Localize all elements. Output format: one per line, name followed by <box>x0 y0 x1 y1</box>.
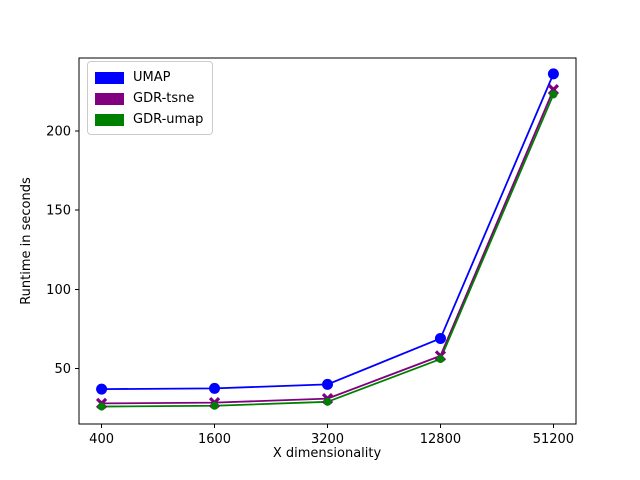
marker-circle-umap <box>96 383 108 395</box>
y-tick-label: 100 <box>46 283 71 298</box>
legend-swatch-gdr-tsne <box>95 92 124 105</box>
marker-circle-gdr-umap <box>323 397 332 406</box>
marker-circle-gdr-umap <box>97 402 106 411</box>
legend-label-umap: UMAP <box>133 70 171 85</box>
legend: UMAP GDR-tsne GDR-umap <box>87 61 213 135</box>
marker-circle-umap <box>322 378 333 390</box>
legend-item-gdr-umap: GDR-umap <box>95 109 204 130</box>
marker-circle-umap <box>209 382 221 394</box>
marker-circle-umap <box>547 68 559 80</box>
series-line-gdr-tsne <box>101 89 555 405</box>
y-axis-label: Runtime in seconds <box>19 177 34 305</box>
legend-label-gdr-tsne: GDR-tsne <box>133 91 195 106</box>
x-axis-label: X dimensionality <box>273 446 382 461</box>
marker-circle-gdr-umap <box>436 355 445 364</box>
x-tick-label: 12800 <box>420 432 461 447</box>
legend-label-gdr-umap: GDR-umap <box>133 112 204 127</box>
x-tick-label: 51200 <box>533 432 574 447</box>
x-tick-label: 3200 <box>311 432 344 447</box>
legend-swatch-gdr-umap <box>95 113 124 126</box>
legend-item-umap: UMAP <box>95 67 204 88</box>
x-tick-label: 1600 <box>198 432 231 447</box>
y-tick-label: 150 <box>46 204 71 219</box>
marker-circle-gdr-umap <box>549 90 558 99</box>
y-tick-label: 200 <box>46 124 71 139</box>
marker-circle-umap <box>434 332 446 344</box>
x-tick-label: 400 <box>89 432 114 447</box>
legend-swatch-umap <box>95 71 124 84</box>
legend-item-gdr-tsne: GDR-tsne <box>95 88 204 109</box>
y-tick-label: 50 <box>54 362 71 377</box>
marker-circle-gdr-umap <box>210 401 219 410</box>
